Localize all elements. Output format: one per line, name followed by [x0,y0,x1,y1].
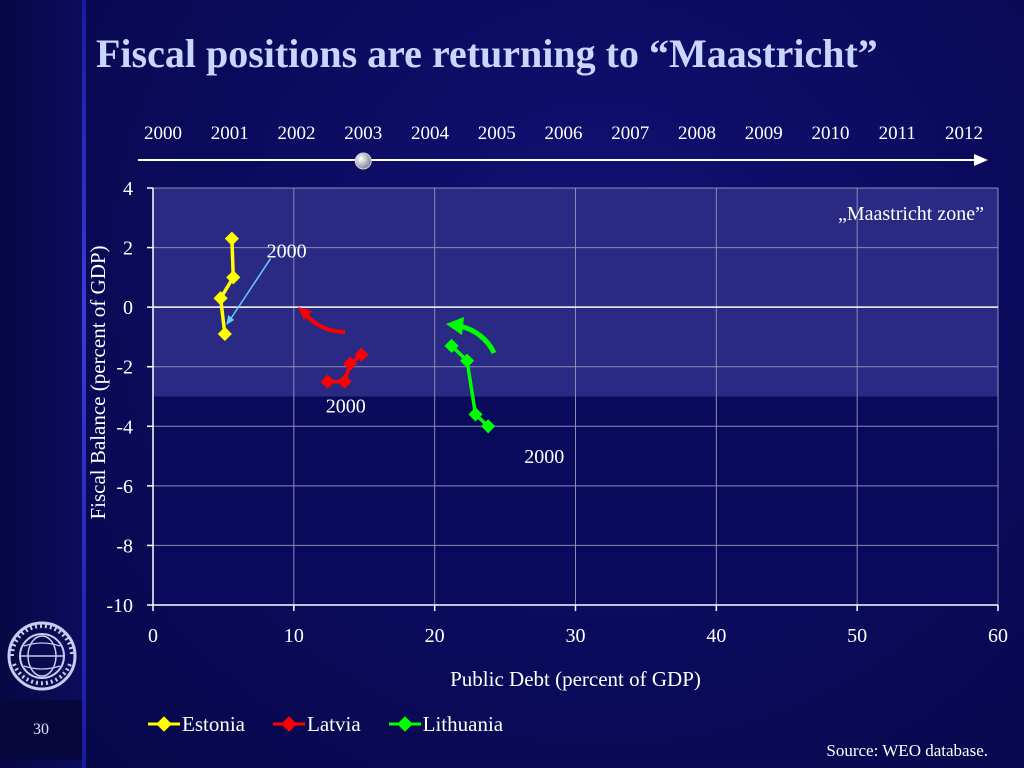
legend-item-latvia: Latvia [273,712,361,737]
y-tick-label: -10 [106,595,133,617]
data-point-latvia [354,347,369,362]
legend-swatch-latvia [273,716,305,732]
timeline-year-label: 2012 [945,123,983,144]
page-number: 30 [0,700,82,760]
x-tick-label: 10 [284,625,304,647]
y-tick-label: -2 [116,357,133,379]
data-point-latvia [320,374,335,389]
timeline-year-label: 2011 [879,123,916,144]
x-tick-label: 60 [988,625,1008,647]
lithuania-trend-arrowhead [446,317,464,335]
x-tick-label: 40 [706,625,726,647]
data-point-latvia [343,356,358,371]
maastricht-zone-label: „Maastricht zone” [838,203,984,225]
series-line-lithuania [450,344,490,428]
accent-strip [82,0,86,768]
slide-title: Fiscal positions are returning to “Maast… [96,31,878,76]
data-point-lithuania [468,407,483,422]
y-tick-label: 2 [123,238,133,260]
timeline-year-label: 2003 [344,123,382,144]
timeline-year-label: 2008 [678,123,716,144]
x-tick-label: 50 [847,625,867,647]
source-note: Source: WEO database. [826,741,988,760]
legend-swatch-estonia [148,716,180,732]
legend: Estonia Latvia Lithuania [148,710,503,738]
data-point-lithuania [481,419,496,434]
x-tick-label: 20 [425,625,445,647]
timeline-arrowhead [974,154,988,166]
timeline-year-label: 2005 [478,123,516,144]
data-point-estonia [224,231,239,246]
y-tick-label: -8 [116,535,133,557]
timeline-year-label: 2004 [411,123,450,144]
legend-item-lithuania: Lithuania [388,711,504,737]
legend-item-estonia: Estonia [148,712,245,737]
data-point-lithuania [444,338,459,353]
timeline-year-label: 2010 [812,123,850,144]
legend-swatch-lithuania [388,716,421,732]
timeline-slider-knob [354,152,372,170]
series-line-latvia [327,353,363,384]
legend-label-lithuania: Lithuania [422,711,504,736]
y-tick-label: 0 [123,297,133,319]
y-axis-title: Fiscal Balance (percent of GDP) [86,245,110,519]
lithuania-trend-arrow [459,323,497,355]
y-tick-label: -4 [116,416,133,438]
legend-label-latvia: Latvia [307,711,361,736]
data-point-lithuania [459,353,475,368]
annotation-arrow [228,258,272,322]
imf-logo-seal [7,621,77,691]
timeline-year-label: 2000 [144,123,182,144]
timeline-year-label: 2001 [211,123,249,144]
y-tick-label: 4 [123,178,133,200]
year-annotation: 2000 [267,241,307,263]
timeline-year-label: 2009 [745,123,783,144]
timeline-year-label: 2006 [545,123,583,144]
timeline-year-label: 2002 [278,123,316,144]
x-tick-label: 0 [148,625,158,647]
year-annotation: 2000 [524,446,564,468]
data-point-estonia [226,270,241,285]
year-annotation: 2000 [326,395,366,417]
latvia-trend-arrowhead [298,307,312,320]
legend-label-estonia: Estonia [182,711,245,736]
y-tick-label: -6 [116,476,133,498]
data-point-estonia [213,291,228,306]
timeline: 2000 2001 2002 2003 2004 2005 2006 2007 2008 2009… [138,123,988,170]
data-point-estonia [217,326,232,342]
series-line-estonia [218,238,236,335]
annotation-arrowhead [226,315,235,326]
x-axis-title: Public Debt (percent of GDP) [450,667,701,691]
timeline-year-label: 2007 [611,123,649,144]
data-point-latvia [337,374,352,389]
x-tick-label: 30 [566,625,586,647]
